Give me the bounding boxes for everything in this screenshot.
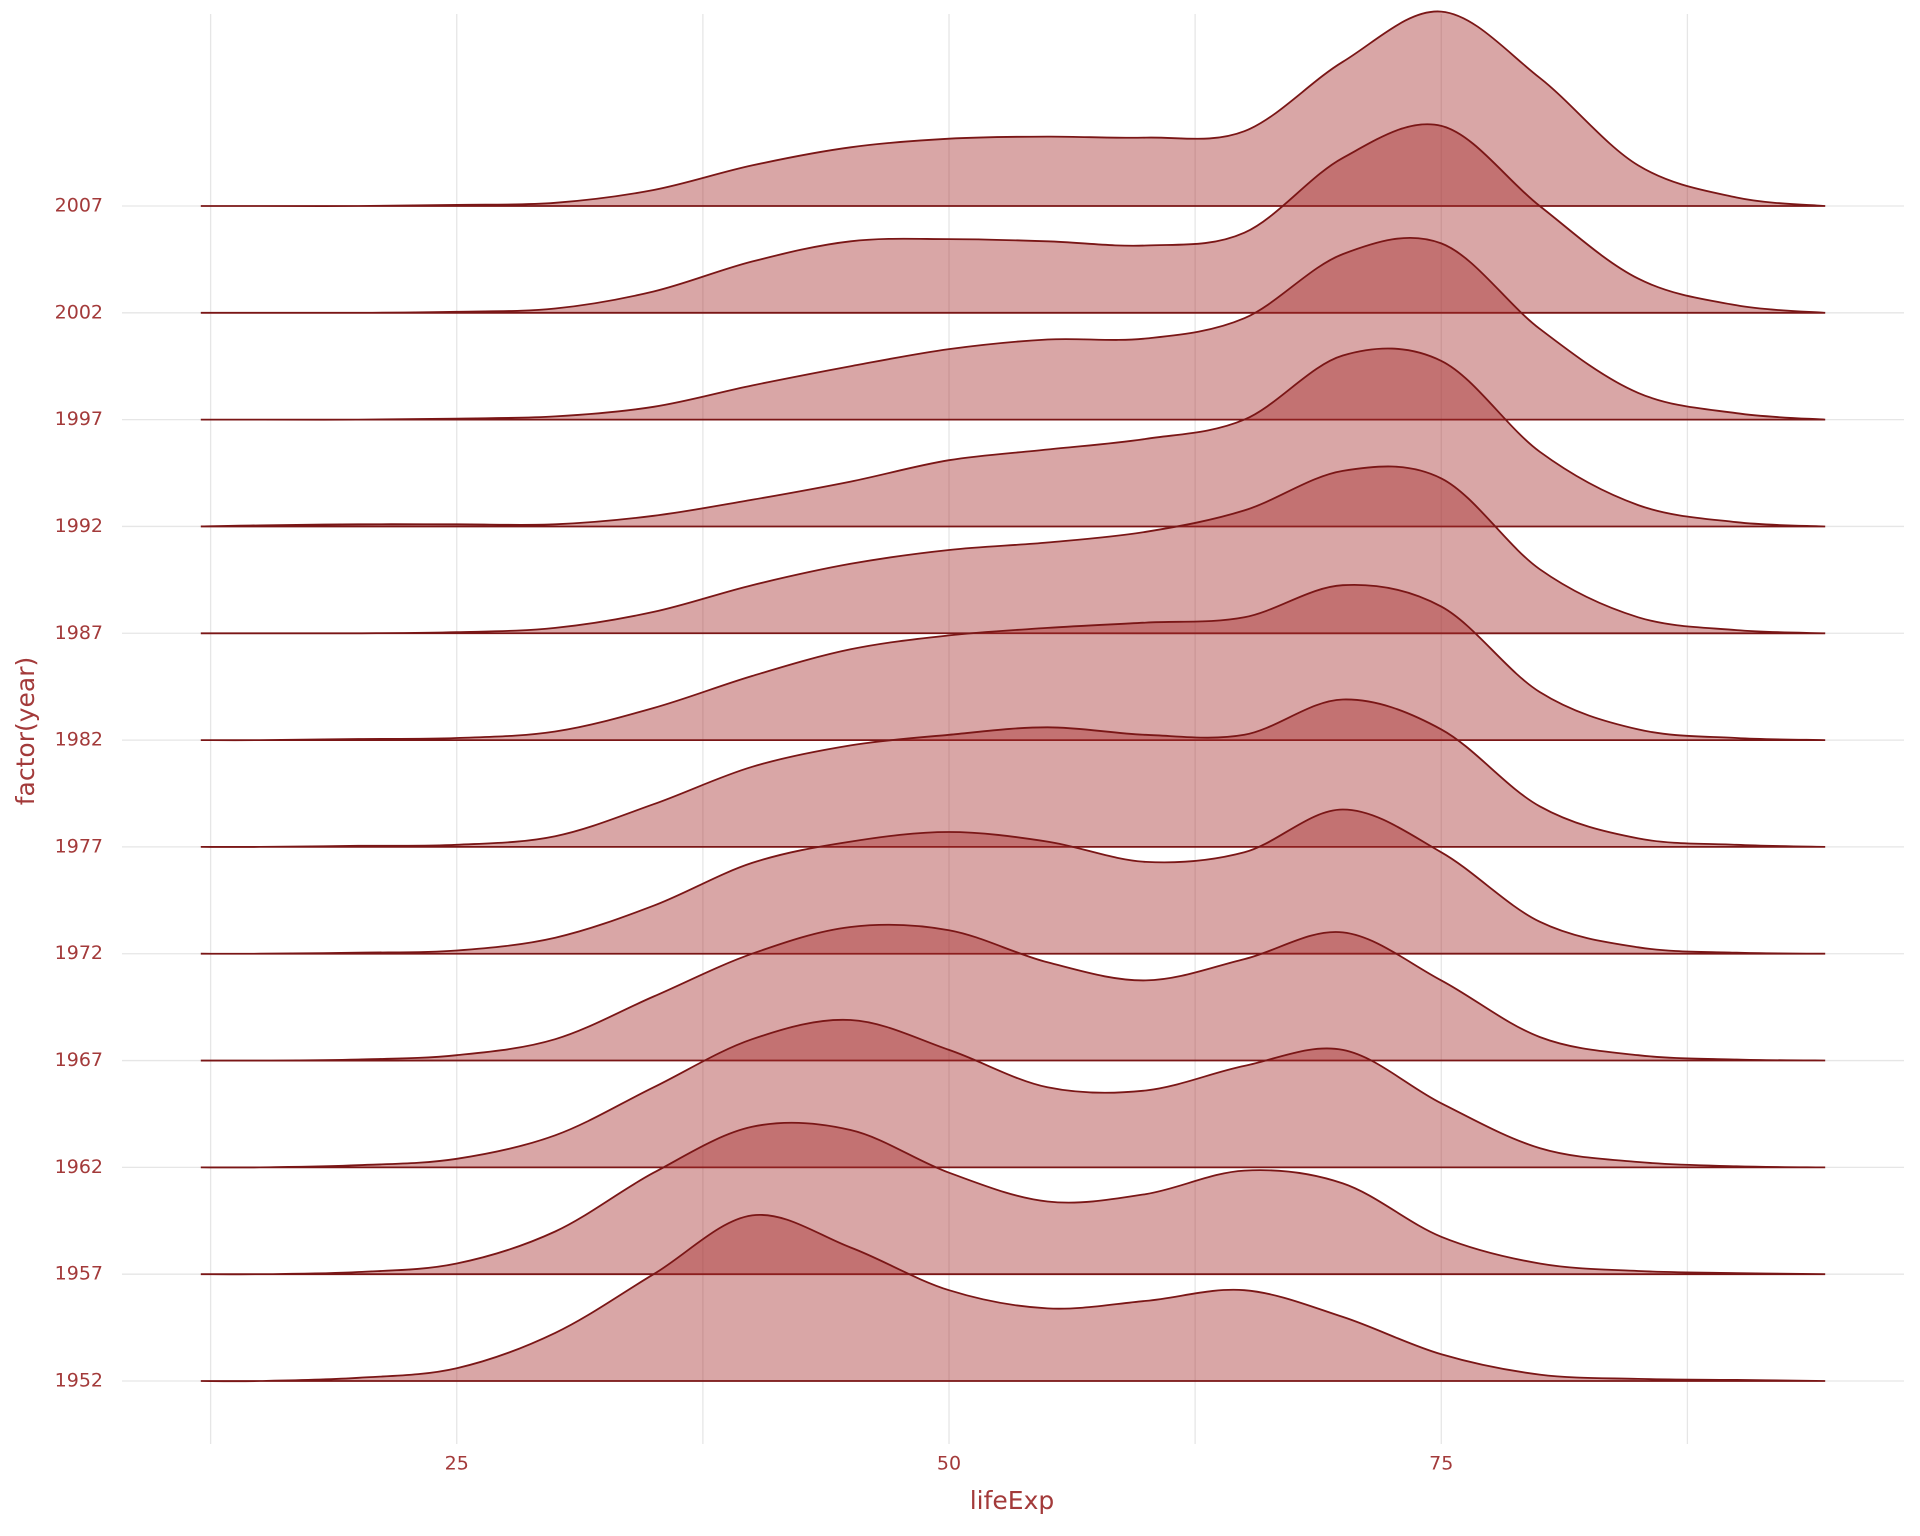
ridge-line (200, 1018, 1826, 1169)
ridge-line (200, 808, 1826, 955)
labels: lifeExp factor(year) 25 50 75 1952 1957 1962 1… (11, 195, 1453, 1516)
y-tick-label: 1957 (55, 1263, 103, 1285)
ridge-area (200, 924, 1826, 1061)
y-tick-label: 1962 (55, 1156, 103, 1178)
ridge-area (200, 1019, 1826, 1168)
ridge-area (200, 11, 1826, 207)
x-tick-label: 50 (937, 1453, 961, 1475)
y-tick-label: 2002 (55, 301, 103, 323)
y-tick-label: 1977 (55, 835, 103, 857)
ridge-line (200, 923, 1826, 1062)
x-axis-title: lifeExp (970, 1486, 1055, 1515)
x-tick-label: 75 (1429, 1453, 1453, 1475)
ridge-line (200, 347, 1826, 528)
ridge-line (200, 1213, 1826, 1383)
ridge-line (200, 698, 1826, 848)
y-tick-label: 1992 (55, 515, 103, 537)
ridge-area (200, 124, 1826, 313)
ridge-area (200, 1122, 1826, 1275)
y-tick-label: 1997 (55, 408, 103, 430)
ridge-area (200, 348, 1826, 527)
ridge-line (200, 1121, 1826, 1276)
ridge-area (200, 466, 1826, 634)
ridge-area (200, 1214, 1826, 1382)
y-tick-label: 1972 (55, 942, 103, 964)
ridge-line (200, 10, 1826, 207)
y-tick-label: 1967 (55, 1049, 103, 1071)
y-tick-label: 1952 (55, 1370, 103, 1392)
ridge-line (200, 465, 1826, 635)
ridge-line (200, 583, 1826, 742)
y-tick-label: 1982 (55, 729, 103, 751)
ridge-line (200, 123, 1826, 314)
ridge-area (200, 237, 1826, 420)
ridge-area (200, 584, 1826, 741)
y-axis-title: factor(year) (11, 657, 40, 806)
x-tick-label: 25 (445, 1453, 469, 1475)
y-tick-label: 1987 (55, 622, 103, 644)
ridge-area (200, 699, 1826, 847)
ridge-line (200, 237, 1826, 421)
y-tick-label: 2007 (55, 195, 103, 217)
ridge-area (200, 809, 1826, 954)
ridges (200, 10, 1826, 1383)
